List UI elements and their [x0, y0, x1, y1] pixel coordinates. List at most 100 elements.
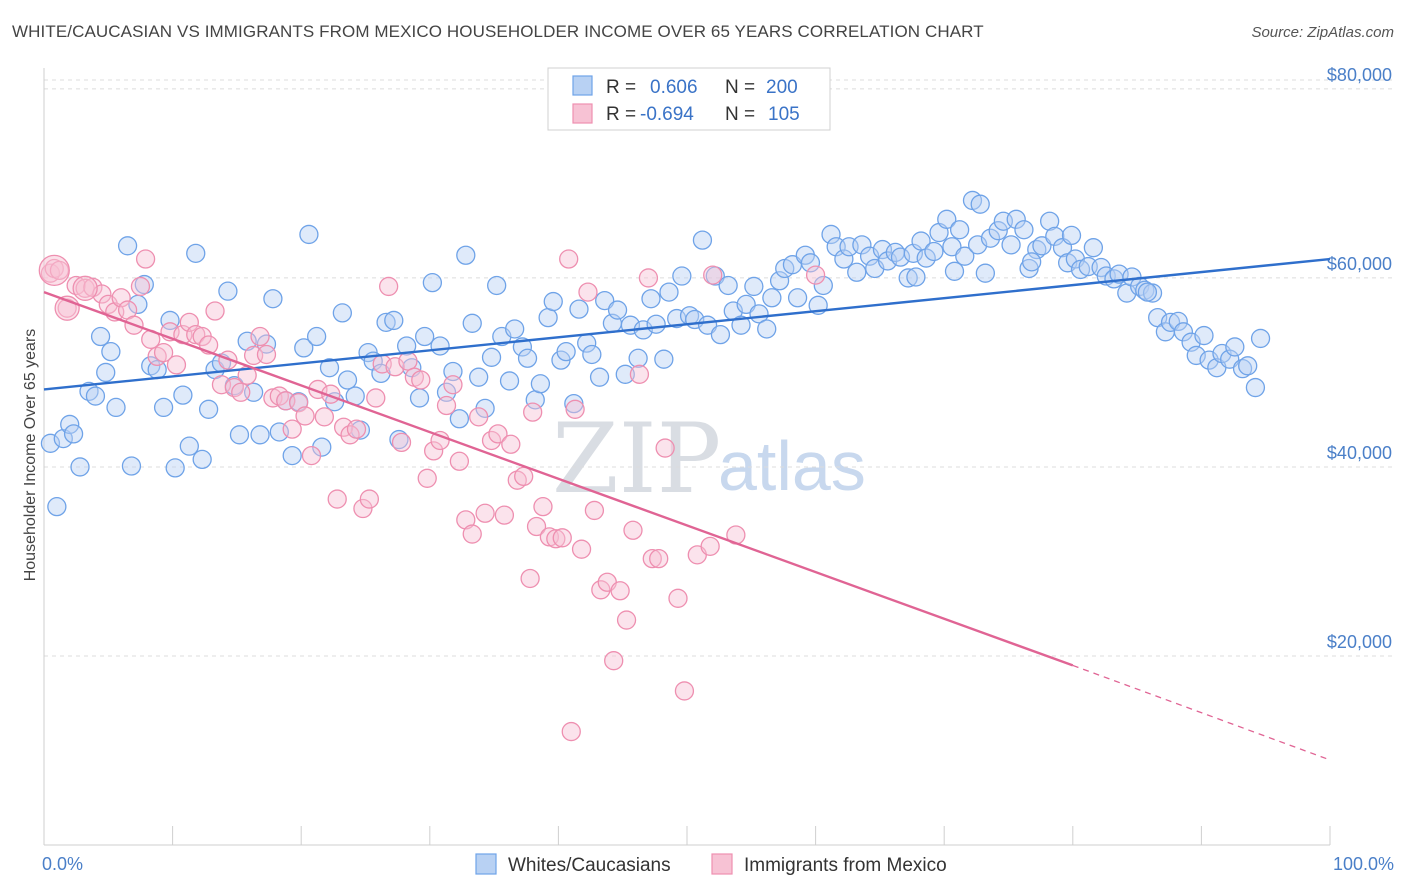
- whites-point-92: [628, 348, 648, 368]
- y-tick-label-3: $80,000: [1327, 65, 1392, 85]
- mexico-point-60: [430, 430, 450, 451]
- correlation-legend: R = 0.606 N = 200 R = -0.694 N = 105: [547, 67, 831, 131]
- mexico-trend-line: [43, 290, 1074, 667]
- mexico-point-76: [533, 496, 553, 517]
- whites-point-138: [924, 241, 944, 262]
- whites-point-191: [944, 261, 965, 281]
- whites-point-105: [710, 324, 731, 345]
- y-axis-label: Householder Income Over 65 years: [22, 329, 39, 582]
- legend-label-whites: Whites/Caucasians: [508, 855, 671, 876]
- whites-point-151: [1006, 209, 1026, 229]
- whites-point-175: [1160, 312, 1181, 332]
- whites-point-124: [834, 249, 854, 269]
- mexico-point-62: [443, 375, 463, 395]
- whites-point-28: [218, 281, 238, 301]
- whites-point-185: [1225, 337, 1245, 357]
- mexico-point-83: [578, 282, 598, 302]
- mexico-point-102: [703, 265, 723, 285]
- y-tick-label-1: $40,000: [1327, 443, 1392, 463]
- mexico-point-13: [130, 276, 151, 297]
- mexico-point-96: [674, 681, 695, 701]
- mexico-point-54: [391, 432, 412, 453]
- whites-point-63: [443, 361, 463, 382]
- whites-point-56: [397, 336, 417, 356]
- whites-point-66: [462, 313, 482, 333]
- whites-point-42: [306, 326, 327, 347]
- x-tick-label-min: 0.0%: [42, 854, 83, 874]
- whites-point-2: [53, 428, 73, 449]
- whites-point-108: [731, 315, 751, 335]
- whites-point-53: [376, 312, 396, 332]
- mexico-point-37: [282, 419, 302, 439]
- mexico-point-44: [327, 489, 347, 509]
- mexico-point-21: [179, 312, 199, 332]
- whites-point-67: [469, 367, 489, 387]
- mexico-point-92: [642, 548, 662, 569]
- mexico-point-78: [546, 529, 566, 549]
- whites-point-192: [970, 194, 990, 214]
- whites-point-154: [1027, 239, 1047, 260]
- whites-point-193: [1021, 252, 1042, 272]
- whites-point-64: [449, 409, 470, 429]
- whites-point-19: [160, 310, 180, 331]
- mexico-point-84: [584, 500, 605, 521]
- whites-point-8: [90, 326, 111, 347]
- whites-point-4: [63, 424, 84, 444]
- mexico-point-27: [218, 350, 238, 370]
- legend-r-value-2: -0.694: [640, 104, 694, 125]
- whites-point-83: [569, 299, 589, 319]
- y-tick-labels: $20,000 $40,000 $60,000 $80,000: [1327, 65, 1392, 652]
- whites-point-35: [263, 289, 283, 309]
- whites-point-73: [505, 319, 525, 339]
- watermark-atlas: atlas: [718, 427, 866, 505]
- whites-point-152: [1014, 220, 1034, 240]
- whites-point-148: [988, 221, 1008, 241]
- whites-point-87: [595, 290, 615, 311]
- mexico-point-103: [805, 265, 826, 285]
- whites-point-78: [538, 307, 558, 328]
- whites-point-24: [192, 449, 212, 470]
- mexico-point-57: [411, 370, 431, 390]
- chart-title: WHITE/CAUCASIAN VS IMMIGRANTS FROM MEXIC…: [12, 22, 984, 41]
- mexico-point-14: [135, 249, 156, 269]
- whites-point-44: [319, 358, 340, 378]
- mexico-point-17: [153, 342, 174, 363]
- mexico-point-48: [353, 498, 373, 519]
- mexico-point-32: [250, 326, 270, 347]
- whites-point-72: [499, 371, 520, 391]
- whites-point-97: [659, 282, 679, 302]
- source-credit: Source: ZipAtlas.com: [1251, 24, 1394, 41]
- whites-point-126: [847, 262, 867, 282]
- whites-point-146: [975, 263, 996, 283]
- legend-n-value-1: 200: [766, 77, 798, 98]
- whites-point-85: [582, 344, 602, 365]
- legend-label-mexico: Immigrants from Mexico: [744, 855, 947, 876]
- whites-point-46: [332, 303, 353, 323]
- whites-point-22: [179, 436, 199, 456]
- whites-point-60: [422, 273, 443, 293]
- trend-lines: [43, 257, 1331, 761]
- legend-r-label-1: R =: [606, 77, 636, 98]
- whites-point-75: [517, 348, 538, 368]
- mexico-point-69: [488, 424, 508, 444]
- mexico-point-80: [559, 249, 579, 269]
- mexico-point-101: [638, 268, 659, 288]
- legend-swatch-mexico: [711, 853, 733, 875]
- whites-point-86: [589, 367, 610, 387]
- whites-point-77: [530, 374, 551, 394]
- mexico-point-85: [591, 580, 611, 600]
- whites-point-33: [250, 425, 270, 445]
- whites-point-187: [1238, 356, 1258, 376]
- whites-point-90: [615, 364, 635, 384]
- mexico-point-25: [205, 301, 225, 321]
- mexico-point-39: [295, 406, 315, 426]
- legend-r-value-1: 0.606: [650, 77, 698, 98]
- mexico-point-63: [449, 451, 470, 471]
- whites-trend-line: [43, 257, 1331, 391]
- whites-point-20: [165, 458, 185, 478]
- mexico-point-58: [417, 468, 437, 488]
- whites-point-99: [672, 266, 692, 286]
- whites-point-163: [1083, 238, 1104, 258]
- legend-swatch-whites: [475, 853, 497, 875]
- mexico-point-66: [469, 407, 489, 427]
